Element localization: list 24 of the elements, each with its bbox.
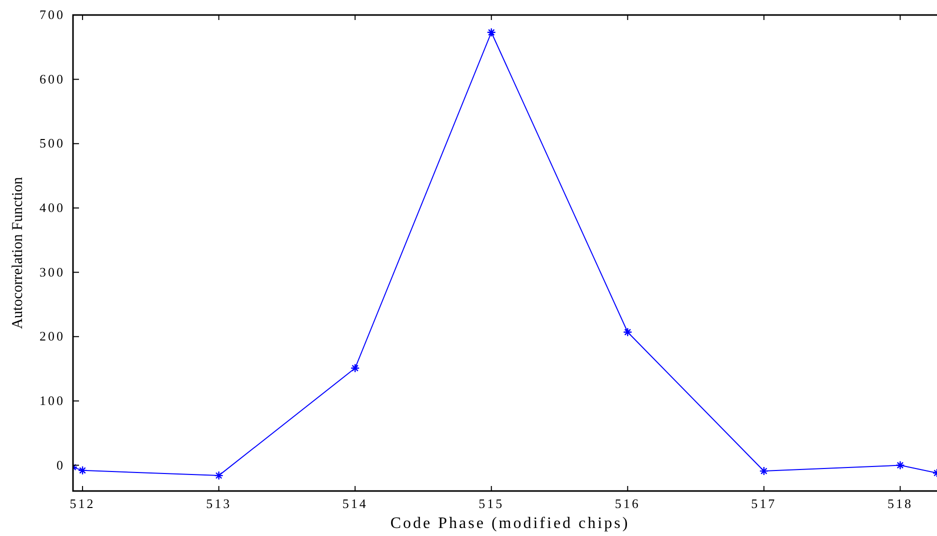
x-axis-title: Code Phase (modified chips) (390, 515, 630, 532)
point (78, 466, 88, 476)
y-tick-label: 700 (40, 7, 65, 22)
x-tick-label: 516 (614, 496, 640, 511)
x-tick-label: 517 (751, 496, 777, 511)
point (896, 460, 905, 470)
x-tick-label: 515 (478, 496, 504, 511)
point (350, 364, 360, 373)
x-tick-label: 513 (206, 496, 232, 511)
y-tick-label: 600 (40, 71, 65, 86)
y-tick-label: 100 (40, 392, 65, 408)
y-tick-label: 300 (40, 264, 65, 280)
point (214, 470, 224, 480)
y-tick-label: 200 (40, 328, 65, 344)
x-tick-label: 518 (887, 496, 913, 511)
point (623, 328, 632, 337)
point (486, 28, 496, 37)
x-tick-label: 512 (70, 496, 96, 511)
y-axis-title: Autocorrelation Function (10, 176, 26, 330)
y-tick-label: 500 (40, 136, 65, 151)
y-tick-label: 0 (56, 457, 65, 472)
y-tick-label: 400 (40, 200, 65, 215)
x-tick-label: 514 (342, 496, 368, 511)
point (759, 466, 769, 476)
